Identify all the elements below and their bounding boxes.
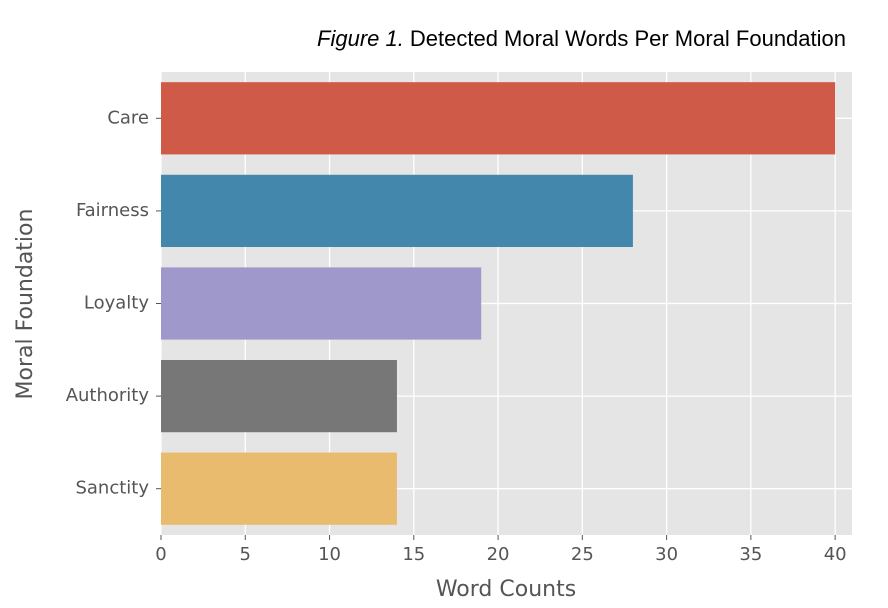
y-tick-label: Care xyxy=(107,107,149,128)
y-tick-label: Sanctity xyxy=(75,478,149,499)
x-tick-label: 10 xyxy=(318,544,341,565)
x-tick-label: 40 xyxy=(824,544,847,565)
x-tick-label: 20 xyxy=(487,544,510,565)
x-axis-label: Word Counts xyxy=(436,577,576,602)
x-tick-label: 5 xyxy=(240,544,251,565)
bar xyxy=(161,359,397,433)
x-tick-label: 30 xyxy=(655,544,678,565)
title-text: Detected Moral Words Per Moral Foundatio… xyxy=(410,26,846,51)
bar xyxy=(161,267,482,340)
y-axis-label: Moral Foundation xyxy=(13,209,38,400)
y-tick-label: Authority xyxy=(66,385,150,406)
y-tick-label: Fairness xyxy=(76,200,149,221)
figure-label: Figure 1. xyxy=(317,26,404,51)
x-tick-label: 0 xyxy=(155,544,166,565)
bar xyxy=(161,82,836,155)
bar xyxy=(161,174,633,248)
x-tick-label: 25 xyxy=(571,544,594,565)
chart-title: Figure 1. Detected Moral Words Per Moral … xyxy=(317,26,846,51)
x-tick-label: 35 xyxy=(739,544,762,565)
y-tick-label: Loyalty xyxy=(84,293,149,314)
x-tick-label: 15 xyxy=(402,544,425,565)
bar xyxy=(161,452,397,525)
